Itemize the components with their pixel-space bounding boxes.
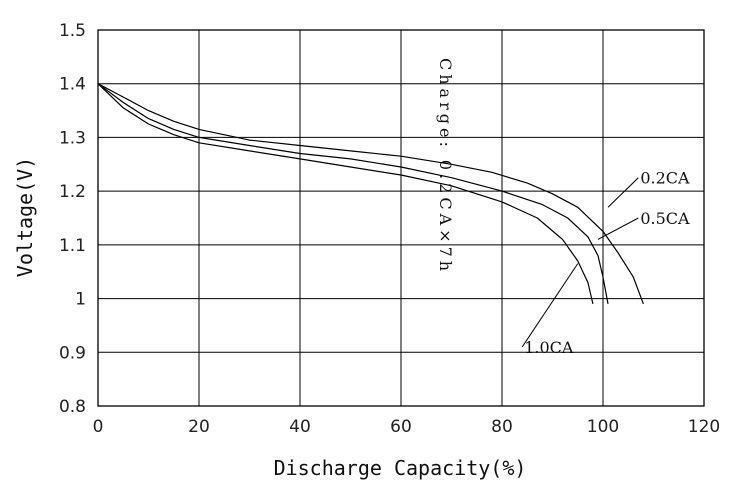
y-tick-label: 1.4: [59, 75, 86, 95]
series-line-0-5ca: [97, 83, 609, 305]
charge-annotation: Charge: 0.2CA×7h: [436, 58, 455, 275]
y-tick-labels: 0.8 0.9 1 1.1 1.2 1.3 1.4 1.5: [59, 21, 86, 417]
chart-grid: [97, 29, 705, 407]
x-tick-label: 0: [93, 417, 104, 437]
label-leader-line: [607, 177, 639, 208]
x-tick-label: 100: [587, 417, 619, 437]
x-tick-label: 80: [491, 417, 513, 437]
x-tick-label: 120: [688, 417, 720, 437]
y-tick-label: 1.2: [59, 182, 86, 202]
series-lines: [97, 83, 644, 305]
y-tick-label: 0.8: [59, 397, 86, 417]
y-tick-label: 0.9: [59, 343, 86, 363]
series-label: 0.2CA: [640, 169, 690, 188]
series-labels: 0.2CA 0.5CA 1.0CA: [521, 169, 690, 357]
y-tick-label: 1: [75, 290, 86, 310]
series-line-1-0ca: [97, 83, 594, 305]
series-line-0-2ca: [97, 83, 644, 305]
label-leader-line: [521, 263, 579, 348]
y-tick-label: 1.3: [59, 128, 86, 148]
series-label: 1.0CA: [524, 338, 574, 357]
y-axis-label: Voltage(V): [13, 157, 37, 277]
y-tick-label: 1.1: [59, 236, 86, 256]
series-label: 0.5CA: [640, 209, 690, 228]
x-tick-label: 20: [188, 417, 210, 437]
x-axis-label: Discharge Capacity(%): [274, 456, 527, 480]
x-tick-labels: 0 20 40 60 80 100 120: [93, 417, 721, 437]
label-leader-line: [597, 217, 639, 240]
x-tick-label: 40: [289, 417, 311, 437]
x-tick-label: 60: [390, 417, 412, 437]
y-tick-label: 1.5: [59, 21, 86, 41]
